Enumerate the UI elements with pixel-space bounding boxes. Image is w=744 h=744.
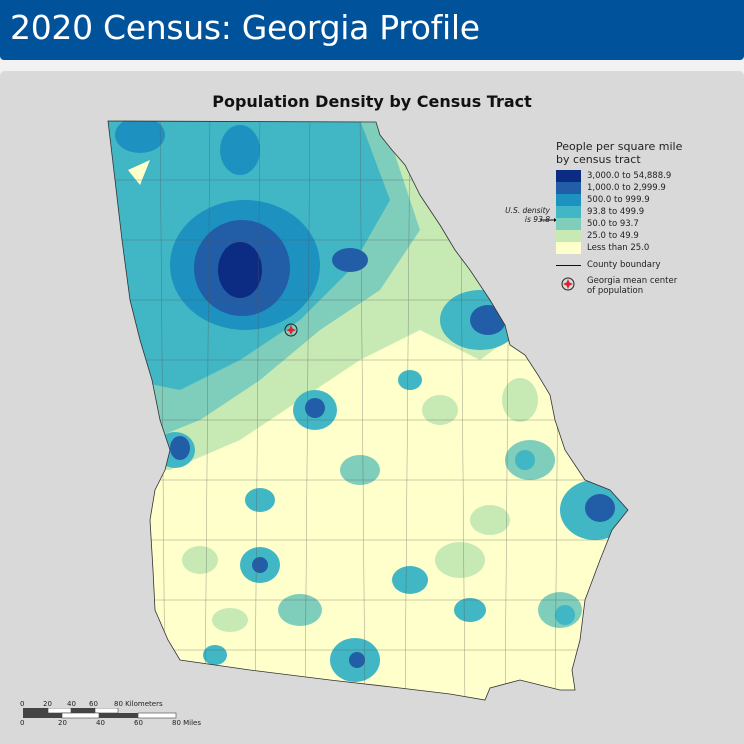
mean-center-icon <box>561 277 575 291</box>
scale-bar-graphic <box>23 708 177 719</box>
mile-tick: 60 <box>134 719 143 727</box>
legend-class: 93.8 to 499.9 <box>556 206 736 218</box>
swatch-icon <box>556 170 581 182</box>
map-legend: People per square mile by census tract 3… <box>556 140 736 296</box>
legend-mean-center: Georgia mean center of population <box>556 276 736 296</box>
mean-center-marker <box>284 323 298 337</box>
km-tick: 60 <box>89 700 98 708</box>
legend-class: 1,000.0 to 2,999.9 <box>556 182 736 194</box>
km-tick: 0 <box>20 700 25 708</box>
legend-class: Less than 25.0 <box>556 242 736 254</box>
legend-title-line1: People per square mile <box>556 140 683 153</box>
county-boundary-label: County boundary <box>587 260 661 270</box>
mile-tick: 0 <box>20 719 25 727</box>
legend-class-label: 25.0 to 49.9 <box>587 231 639 241</box>
page-header: 2020 Census: Georgia Profile <box>0 0 744 60</box>
legend-class-label: 3,000.0 to 54,888.9 <box>587 171 672 181</box>
swatch-icon <box>556 230 581 242</box>
mean-center-label: Georgia mean center of population <box>587 276 678 296</box>
km-tick: 80 Kilometers <box>114 700 163 708</box>
swatch-icon <box>556 242 581 254</box>
us-density-note: U.S. density is 93.8 <box>500 206 550 224</box>
county-line-icon <box>556 264 581 266</box>
km-tick: 40 <box>67 700 76 708</box>
swatch-icon <box>556 194 581 206</box>
mile-tick: 80 Miles <box>172 719 202 727</box>
page-title: 2020 Census: Georgia Profile <box>10 8 480 47</box>
state-outline <box>107 120 629 701</box>
us-density-line2: is 93.8 <box>524 215 550 224</box>
legend-classes: 3,000.0 to 54,888.9 1,000.0 to 2,999.9 5… <box>556 170 736 254</box>
legend-class-label: 93.8 to 499.9 <box>587 207 645 217</box>
us-density-line1: U.S. density <box>505 206 550 215</box>
legend-class-label: 1,000.0 to 2,999.9 <box>587 183 666 193</box>
legend-class-label: 500.0 to 999.9 <box>587 195 650 205</box>
swatch-icon <box>556 218 581 230</box>
swatch-icon <box>556 182 581 194</box>
legend-class: 3,000.0 to 54,888.9 <box>556 170 736 182</box>
km-tick: 20 <box>43 700 52 708</box>
mile-tick: 40 <box>96 719 105 727</box>
legend-class-label: 50.0 to 93.7 <box>587 219 639 229</box>
mile-tick: 20 <box>58 719 67 727</box>
legend-county-boundary: County boundary <box>556 260 736 270</box>
legend-class: 50.0 to 93.7 <box>556 218 736 230</box>
legend-class-label: Less than 25.0 <box>587 243 650 253</box>
swatch-icon <box>556 206 581 218</box>
legend-class: 500.0 to 999.9 <box>556 194 736 206</box>
legend-title-line2: by census tract <box>556 153 641 166</box>
legend-class: 25.0 to 49.9 <box>556 230 736 242</box>
map-title: Population Density by Census Tract <box>212 92 532 111</box>
